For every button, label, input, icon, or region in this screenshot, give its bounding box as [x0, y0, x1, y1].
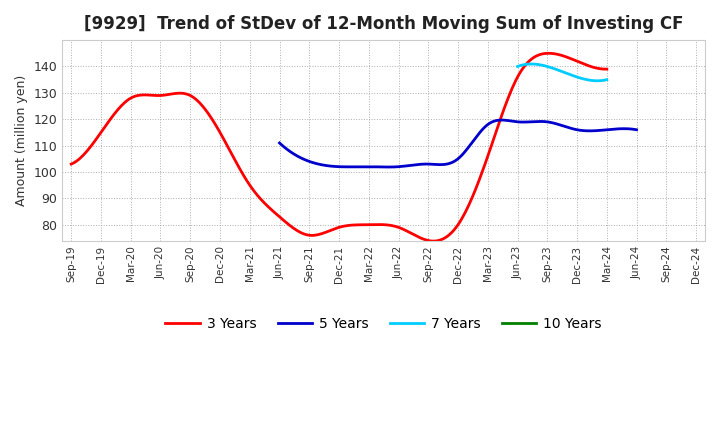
7 Years	[513, 64, 522, 69]
7 Years	[595, 78, 603, 84]
3 Years	[384, 222, 392, 227]
5 Years	[487, 119, 496, 125]
Line: 3 Years: 3 Years	[71, 53, 607, 241]
5 Years	[276, 141, 285, 147]
3 Years	[67, 161, 76, 167]
5 Years	[495, 117, 503, 123]
3 Years	[395, 225, 403, 230]
5 Years	[578, 128, 587, 133]
Line: 7 Years: 7 Years	[518, 64, 607, 81]
7 Years	[603, 77, 611, 82]
3 Years	[68, 161, 77, 166]
Y-axis label: Amount (million yen): Amount (million yen)	[15, 75, 28, 206]
3 Years	[520, 64, 528, 69]
3 Years	[428, 238, 437, 244]
7 Years	[568, 73, 577, 78]
5 Years	[601, 127, 610, 132]
5 Years	[498, 117, 506, 123]
3 Years	[544, 51, 552, 56]
7 Years	[593, 78, 602, 84]
3 Years	[603, 66, 611, 72]
3 Years	[556, 52, 564, 58]
7 Years	[527, 61, 536, 66]
Legend: 3 Years, 5 Years, 7 Years, 10 Years: 3 Years, 5 Years, 7 Years, 10 Years	[160, 312, 608, 337]
7 Years	[513, 64, 522, 69]
Line: 5 Years: 5 Years	[279, 120, 636, 167]
5 Years	[384, 165, 392, 170]
5 Years	[632, 127, 641, 132]
7 Years	[589, 78, 598, 83]
Title: [9929]  Trend of StDev of 12-Month Moving Sum of Investing CF: [9929] Trend of StDev of 12-Month Moving…	[84, 15, 683, 33]
5 Years	[489, 119, 498, 124]
7 Years	[567, 72, 575, 77]
3 Years	[386, 223, 395, 228]
7 Years	[567, 72, 575, 77]
5 Years	[275, 140, 284, 146]
